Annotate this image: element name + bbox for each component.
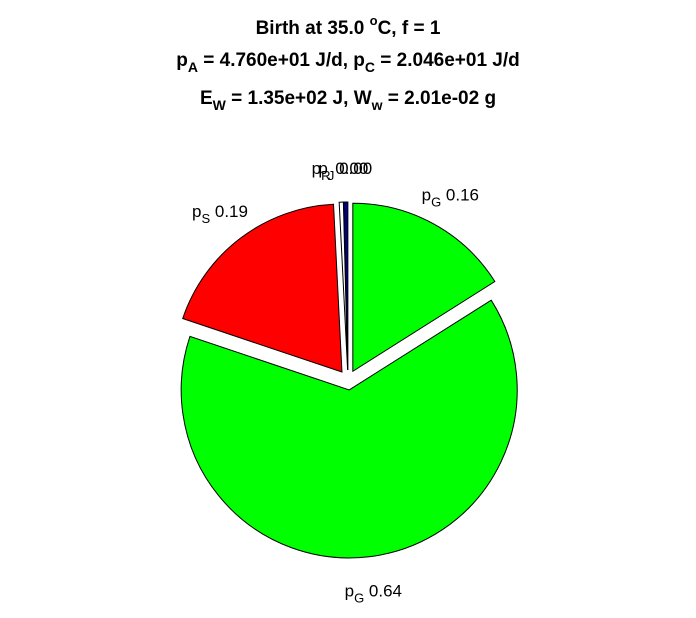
pie-label-pg-0: pG 0.16 [422, 185, 479, 209]
pie-slice-pg-1 [180, 299, 518, 559]
pie-label-pr-3: pR 0.00 [312, 159, 369, 183]
chart-title-line-3: EW = 1.35e+02 J, Ww = 2.01e-02 g [200, 88, 496, 113]
pie-slice-pj-4 [343, 201, 349, 371]
pie-slice-pg-0 [352, 202, 496, 373]
pie-slice-ps-2 [182, 203, 343, 373]
pie-label-pg-1: pG 0.64 [345, 582, 402, 606]
pie-label-ps-2: pS 0.19 [192, 202, 248, 226]
chart-title-line-2: pA = 4.760e+01 J/d, pC = 2.046e+01 J/d [176, 50, 520, 75]
chart-title-line-1: Birth at 35.0 oC, f = 1 [256, 13, 441, 39]
pie-label-pj-4: pJ 0.00 [318, 159, 372, 183]
pie-slices [180, 201, 518, 559]
